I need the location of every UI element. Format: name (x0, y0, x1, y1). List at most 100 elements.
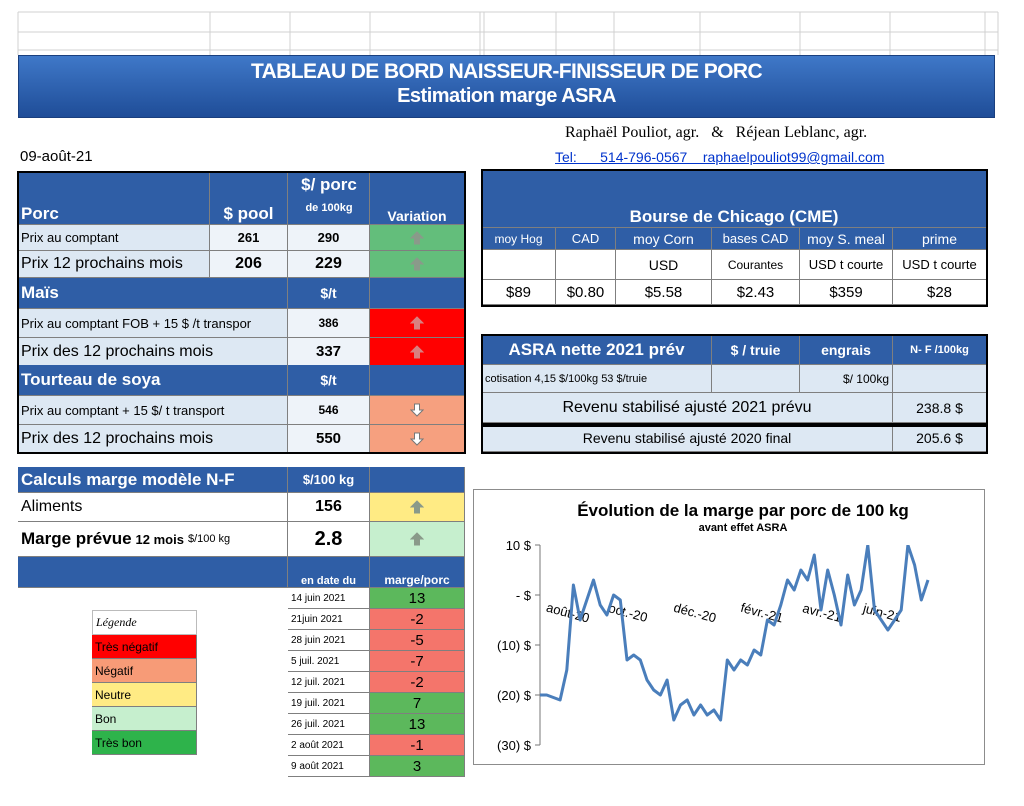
value-cell: $5.58 (616, 280, 712, 305)
header-cell: $ pool (210, 172, 288, 225)
header-cell: $/100 kg (288, 467, 370, 493)
y-tick-label: (30) $ (497, 738, 532, 753)
sheet-grid (17, 11, 999, 55)
note-cell: cotisation 4,15 $/100kg 53 $/truie (482, 365, 712, 393)
y-tick-label: - $ (516, 588, 532, 603)
header-banner (18, 55, 995, 118)
up-arrow-icon (410, 230, 424, 244)
header-text: de 100kg (305, 202, 353, 214)
date-cell: 14 juin 2021 (288, 588, 370, 609)
date-cell: 21juin 2021 (288, 609, 370, 630)
empty-cell (893, 365, 987, 393)
legend-item: Neutre (92, 683, 197, 707)
variation-cell (370, 225, 465, 251)
row-label: Aliments (18, 493, 288, 522)
contact-link[interactable]: Tel: 514-796-0567 raphaelpouliot99@gmail… (555, 149, 885, 165)
header-cell: Porc (18, 172, 210, 225)
value-cell: 550 (288, 425, 370, 453)
chart-subtitle: avant effet ASRA (699, 522, 788, 534)
header-cell: moy Corn (616, 228, 712, 250)
value-cell: 290 (288, 225, 370, 251)
unit-cell: USD (616, 250, 712, 280)
label-part: $/100 kg (187, 533, 231, 545)
date-cell: 12 juil. 2021 (288, 672, 370, 693)
value-cell: -7 (370, 651, 465, 672)
header-cell: bases CAD (712, 228, 800, 250)
authors: Raphaël Pouliot, agr. & Réjean Leblanc, … (565, 124, 868, 141)
subtitle: Estimation marge ASRA (397, 85, 616, 107)
legend-title: Légende (92, 610, 197, 635)
date: 09-août-21 (20, 148, 93, 165)
value-cell: 229 (288, 251, 370, 278)
value-cell: 546 (288, 396, 370, 425)
value-cell: 261 (210, 225, 288, 251)
margin-line (540, 545, 930, 722)
label-part: Marge prévue (21, 529, 132, 548)
value-cell: $89 (482, 280, 556, 305)
empty-cell (712, 365, 800, 393)
label-part: 12 mois (135, 531, 184, 547)
row-label: Revenu stabilisé ajusté 2021 prévu (482, 393, 893, 423)
value-cell: 386 (288, 309, 370, 338)
date-cell: 19 juil. 2021 (288, 693, 370, 714)
header-cell: en date du (288, 557, 370, 588)
value-cell: $2.43 (712, 280, 800, 305)
header-cell: Variation (370, 172, 465, 225)
y-tick-label: 10 $ (506, 538, 532, 553)
row-label: Prix des 12 prochains mois (18, 425, 288, 453)
y-tick-label: (20) $ (497, 688, 532, 703)
row-label: Prix 12 prochains mois (18, 251, 210, 278)
header-cell: Maïs (18, 278, 288, 309)
row-label: Prix au comptant FOB + 15 $ /t transpor (18, 309, 288, 338)
variation-cell (370, 251, 465, 278)
value-cell: 2.8 (288, 522, 370, 557)
down-arrow-icon (410, 403, 424, 417)
chart-frame (473, 489, 985, 765)
up-arrow-icon (410, 532, 424, 546)
title: TABLEAU DE BORD NAISSEUR-FINISSEUR DE PO… (250, 60, 763, 83)
header-cell: $ / truie (712, 335, 800, 365)
header-cell: ASRA nette 2021 prév (482, 335, 712, 365)
header-cell (18, 557, 288, 588)
unit-cell (556, 250, 616, 280)
header-cell (370, 467, 465, 493)
unit-cell: Courantes (712, 250, 800, 280)
up-arrow-icon (410, 316, 424, 330)
value-cell: 3 (370, 756, 465, 777)
variation-cell (370, 396, 465, 425)
row-label: Prix des 12 prochains mois (18, 338, 288, 366)
value-cell: 13 (370, 588, 465, 609)
header-cell: moy Hog (482, 228, 556, 250)
header-cell: Calculs marge modèle N-F (18, 467, 288, 493)
value-cell: -5 (370, 630, 465, 651)
legend-item: Très bon (92, 731, 197, 755)
header-cell: marge/porc (370, 557, 465, 588)
chart-title: Évolution de la marge par porc de 100 kg (577, 501, 909, 520)
value-cell: 156 (288, 493, 370, 522)
header-cell: Tourteau de soya (18, 365, 288, 396)
variation-cell (370, 338, 465, 366)
value-cell: 337 (288, 338, 370, 366)
up-arrow-icon (410, 257, 424, 271)
legend-item: Bon (92, 707, 197, 731)
row-label: Prix au comptant (18, 225, 210, 251)
header-cell: CAD (556, 228, 616, 250)
date-cell: 26 juil. 2021 (288, 714, 370, 735)
date-cell: 9 août 2021 (288, 756, 370, 777)
row-label: Marge prévue 12 mois $/100 kg (18, 522, 288, 557)
value-cell: $359 (800, 280, 893, 305)
unit-cell: USD t courte (800, 250, 893, 280)
variation-cell (370, 493, 465, 522)
date-cell: 2 août 2021 (288, 735, 370, 756)
value-cell: 205.6 $ (893, 425, 987, 452)
margin-chart: Évolution de la marge par porc de 100 kg… (473, 489, 985, 765)
y-tick-label: (10) $ (497, 638, 532, 653)
value-cell: -2 (370, 609, 465, 630)
value-cell: -1 (370, 735, 465, 756)
variation-cell (370, 425, 465, 453)
value-cell: 238.8 $ (893, 393, 987, 423)
unit-cell: $/ 100kg (800, 365, 893, 393)
value-cell: 206 (210, 251, 288, 278)
date-cell: 5 juil. 2021 (288, 651, 370, 672)
